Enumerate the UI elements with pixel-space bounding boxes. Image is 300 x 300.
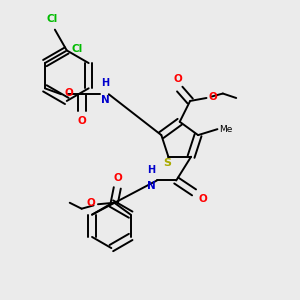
Text: O: O (113, 173, 122, 183)
Text: O: O (208, 92, 217, 102)
Text: O: O (65, 88, 74, 98)
Text: Cl: Cl (71, 44, 82, 54)
Text: Me: Me (219, 125, 232, 134)
Text: S: S (163, 158, 171, 168)
Text: N: N (147, 182, 155, 191)
Text: O: O (174, 74, 183, 84)
Text: Cl: Cl (47, 14, 58, 24)
Text: O: O (86, 198, 95, 208)
Text: H: H (147, 165, 155, 175)
Text: O: O (78, 116, 86, 126)
Text: N: N (101, 95, 110, 105)
Text: H: H (101, 78, 110, 88)
Text: O: O (199, 194, 208, 204)
